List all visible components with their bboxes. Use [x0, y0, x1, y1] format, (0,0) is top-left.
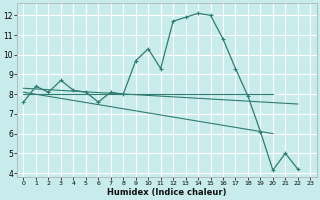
X-axis label: Humidex (Indice chaleur): Humidex (Indice chaleur): [107, 188, 227, 197]
